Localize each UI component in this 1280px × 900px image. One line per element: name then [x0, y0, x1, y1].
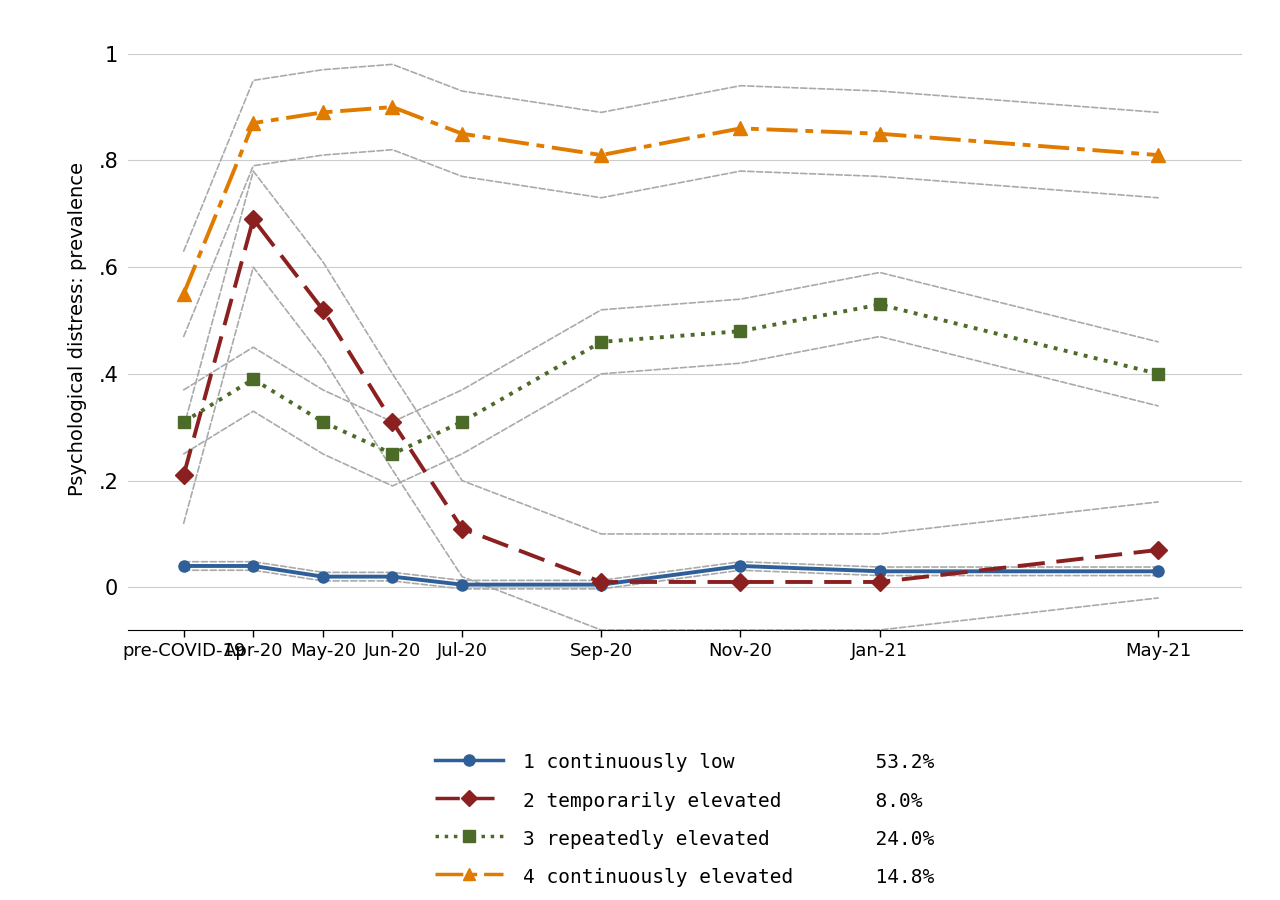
Legend: 1 continuously low            53.2%, 2 temporarily elevated        8.0%, 3 repea: 1 continuously low 53.2%, 2 temporarily …: [426, 742, 943, 896]
Y-axis label: Psychological distress: prevalence: Psychological distress: prevalence: [68, 161, 87, 496]
